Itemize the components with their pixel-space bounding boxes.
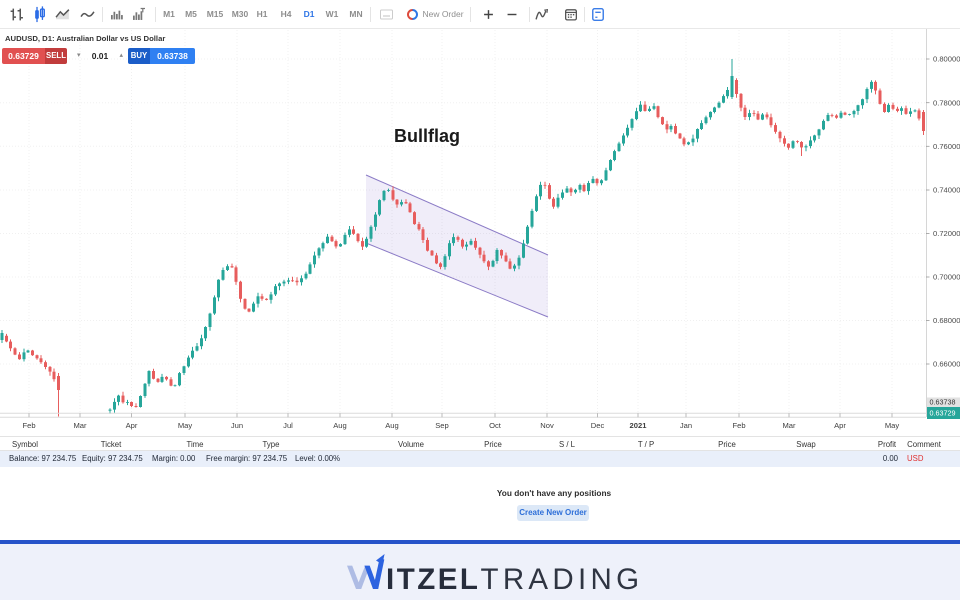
svg-text:Jan: Jan bbox=[680, 421, 692, 430]
svg-text:0.63738: 0.63738 bbox=[930, 398, 956, 407]
svg-text:Nov: Nov bbox=[540, 421, 554, 430]
svg-text:0.76000: 0.76000 bbox=[933, 142, 960, 151]
svg-text:0.63729: 0.63729 bbox=[930, 409, 956, 418]
svg-text:Jul: Jul bbox=[283, 421, 293, 430]
svg-text:Jun: Jun bbox=[231, 421, 243, 430]
svg-text:Mar: Mar bbox=[782, 421, 796, 430]
svg-text:0.78000: 0.78000 bbox=[933, 98, 960, 107]
svg-text:Oct: Oct bbox=[489, 421, 502, 430]
svg-text:Aug: Aug bbox=[385, 421, 399, 430]
svg-text:May: May bbox=[885, 421, 900, 430]
svg-text:Mar: Mar bbox=[73, 421, 87, 430]
svg-text:0.80000: 0.80000 bbox=[933, 55, 960, 64]
svg-text:0.70000: 0.70000 bbox=[933, 273, 960, 282]
svg-text:Apr: Apr bbox=[834, 421, 846, 430]
svg-text:ITZEL: ITZEL bbox=[386, 563, 480, 592]
svg-text:TRADING: TRADING bbox=[481, 563, 640, 592]
svg-text:0.68000: 0.68000 bbox=[933, 316, 960, 325]
svg-text:0.66000: 0.66000 bbox=[933, 360, 960, 369]
svg-text:Bullflag: Bullflag bbox=[394, 126, 460, 146]
svg-text:Dec: Dec bbox=[591, 421, 605, 430]
svg-text:2021: 2021 bbox=[630, 421, 648, 430]
svg-text:Feb: Feb bbox=[732, 421, 745, 430]
svg-text:Feb: Feb bbox=[22, 421, 35, 430]
svg-text:0.72000: 0.72000 bbox=[933, 229, 960, 238]
svg-text:Sep: Sep bbox=[435, 421, 449, 430]
svg-text:Aug: Aug bbox=[333, 421, 347, 430]
svg-text:Apr: Apr bbox=[126, 421, 138, 430]
svg-text:0.74000: 0.74000 bbox=[933, 186, 960, 195]
svg-text:May: May bbox=[178, 421, 193, 430]
